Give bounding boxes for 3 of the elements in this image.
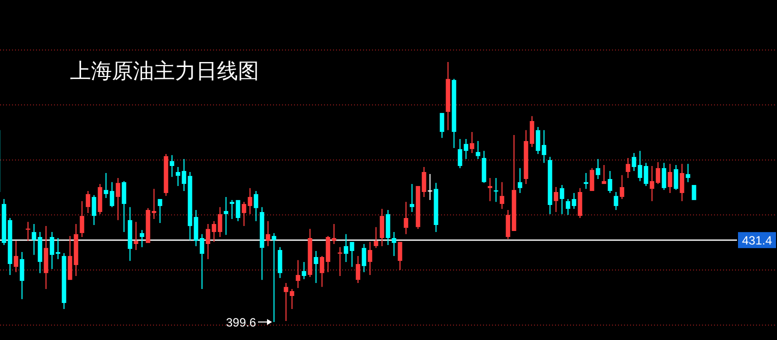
price-label: 431.4 (738, 232, 776, 248)
chart-title: 上海原油主力日线图 (70, 60, 259, 83)
annotation: 399.6 (226, 316, 256, 330)
